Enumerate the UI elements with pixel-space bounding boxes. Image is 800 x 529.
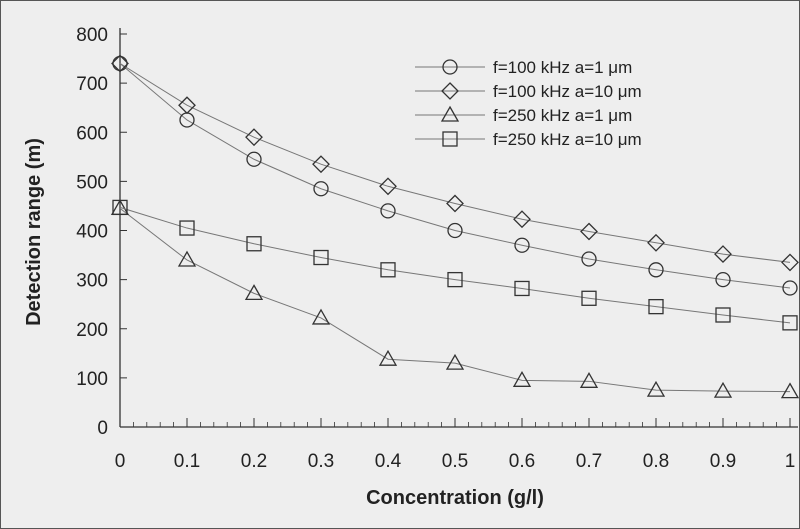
- legend-marker-triangle: [440, 105, 460, 122]
- circle-marker: [380, 203, 396, 219]
- circle-marker: [782, 280, 798, 296]
- x-tick-label: 0.1: [174, 451, 200, 472]
- circle-marker: [581, 251, 597, 267]
- x-tick-label: 0.6: [509, 451, 535, 472]
- legend-label-diamond: f=100 kHz a=10 μm: [493, 82, 642, 101]
- series-layer: [110, 54, 800, 399]
- circle-marker: [112, 55, 128, 72]
- triangle-marker: [445, 353, 465, 370]
- x-tick-label: 0.7: [576, 451, 602, 472]
- legend-marker-square: [442, 131, 458, 147]
- series-triangle: [110, 199, 800, 399]
- x-tick-label: 0.4: [375, 451, 402, 472]
- y-tick-label: 600: [76, 123, 108, 144]
- series-line-triangle: [119, 207, 791, 393]
- legend-label-triangle: f=250 kHz a=1 μm: [493, 106, 632, 125]
- triangle-marker: [646, 380, 666, 397]
- series-diamond: [111, 54, 799, 272]
- square-marker: [581, 290, 597, 306]
- legend-marker-circle: [442, 59, 458, 75]
- square-marker: [313, 249, 329, 266]
- circle-marker: [313, 181, 329, 197]
- x-tick-label: 0.3: [308, 451, 334, 472]
- y-tick-label: 400: [76, 222, 108, 243]
- y-tick-label: 100: [76, 369, 108, 390]
- x-tick-label: 0.5: [442, 451, 468, 472]
- triangle-marker: [579, 372, 599, 388]
- axes: 0 100 200 300 400 500 600 700 800 0 0.1 0.2 0.3 0.4 0.…: [76, 25, 798, 472]
- diamond-marker: [111, 54, 129, 73]
- diamond-marker: [245, 128, 263, 147]
- x-tick-label: 0.2: [241, 451, 267, 472]
- square-marker: [179, 220, 195, 236]
- legend: f=100 kHz a=1 μm f=100 kHz a=10 μm f=250 k…: [415, 58, 642, 149]
- series-square: [112, 199, 798, 331]
- y-tick-label: 500: [76, 172, 108, 193]
- square-marker: [112, 199, 128, 216]
- y-axis-title: Detection range (m): [23, 138, 45, 326]
- y-tick-label: 300: [76, 271, 108, 292]
- series-circle: [112, 55, 798, 296]
- diamond-marker: [379, 177, 397, 196]
- legend-label-square: f=250 kHz a=10 μm: [493, 130, 642, 149]
- diamond-marker: [446, 194, 464, 213]
- circle-marker: [246, 151, 262, 167]
- series-line-circle: [119, 63, 791, 289]
- triangle-marker: [177, 250, 197, 267]
- x-tick-label: 0.9: [710, 451, 736, 472]
- triangle-marker: [311, 308, 331, 325]
- x-axis-title: Concentration (g/l): [366, 487, 544, 509]
- square-marker: [447, 271, 463, 288]
- triangle-marker: [378, 349, 398, 366]
- triangle-marker: [244, 284, 264, 301]
- x-tick-label: 1: [785, 451, 796, 472]
- diamond-marker: [647, 233, 665, 252]
- series-line-square: [119, 206, 791, 324]
- circle-marker: [715, 271, 731, 288]
- square-marker: [782, 315, 798, 331]
- x-tick-label: 0.8: [643, 451, 669, 472]
- y-tick-label: 200: [76, 320, 108, 341]
- y-tick-label: 700: [76, 74, 108, 95]
- x-tick-label: 0: [115, 451, 126, 472]
- diamond-marker: [312, 155, 330, 174]
- circle-marker: [447, 222, 463, 239]
- y-tick-label: 0: [97, 418, 108, 439]
- triangle-marker: [512, 371, 532, 387]
- square-marker: [380, 262, 396, 278]
- square-marker: [715, 307, 731, 323]
- diamond-marker: [580, 222, 598, 241]
- diamond-marker: [781, 253, 799, 272]
- circle-marker: [648, 262, 664, 278]
- diamond-marker: [714, 245, 732, 263]
- legend-label-circle: f=100 kHz a=1 μm: [493, 58, 632, 77]
- legend-marker-diamond: [441, 82, 459, 100]
- series-line-diamond: [119, 63, 791, 263]
- triangle-marker: [713, 381, 733, 398]
- circle-marker: [514, 237, 530, 253]
- square-marker: [246, 236, 262, 252]
- square-marker: [514, 280, 530, 297]
- y-tick-label: 800: [76, 25, 108, 46]
- diamond-marker: [178, 96, 196, 115]
- square-marker: [648, 298, 664, 315]
- triangle-marker: [780, 382, 800, 399]
- diamond-marker: [513, 210, 531, 229]
